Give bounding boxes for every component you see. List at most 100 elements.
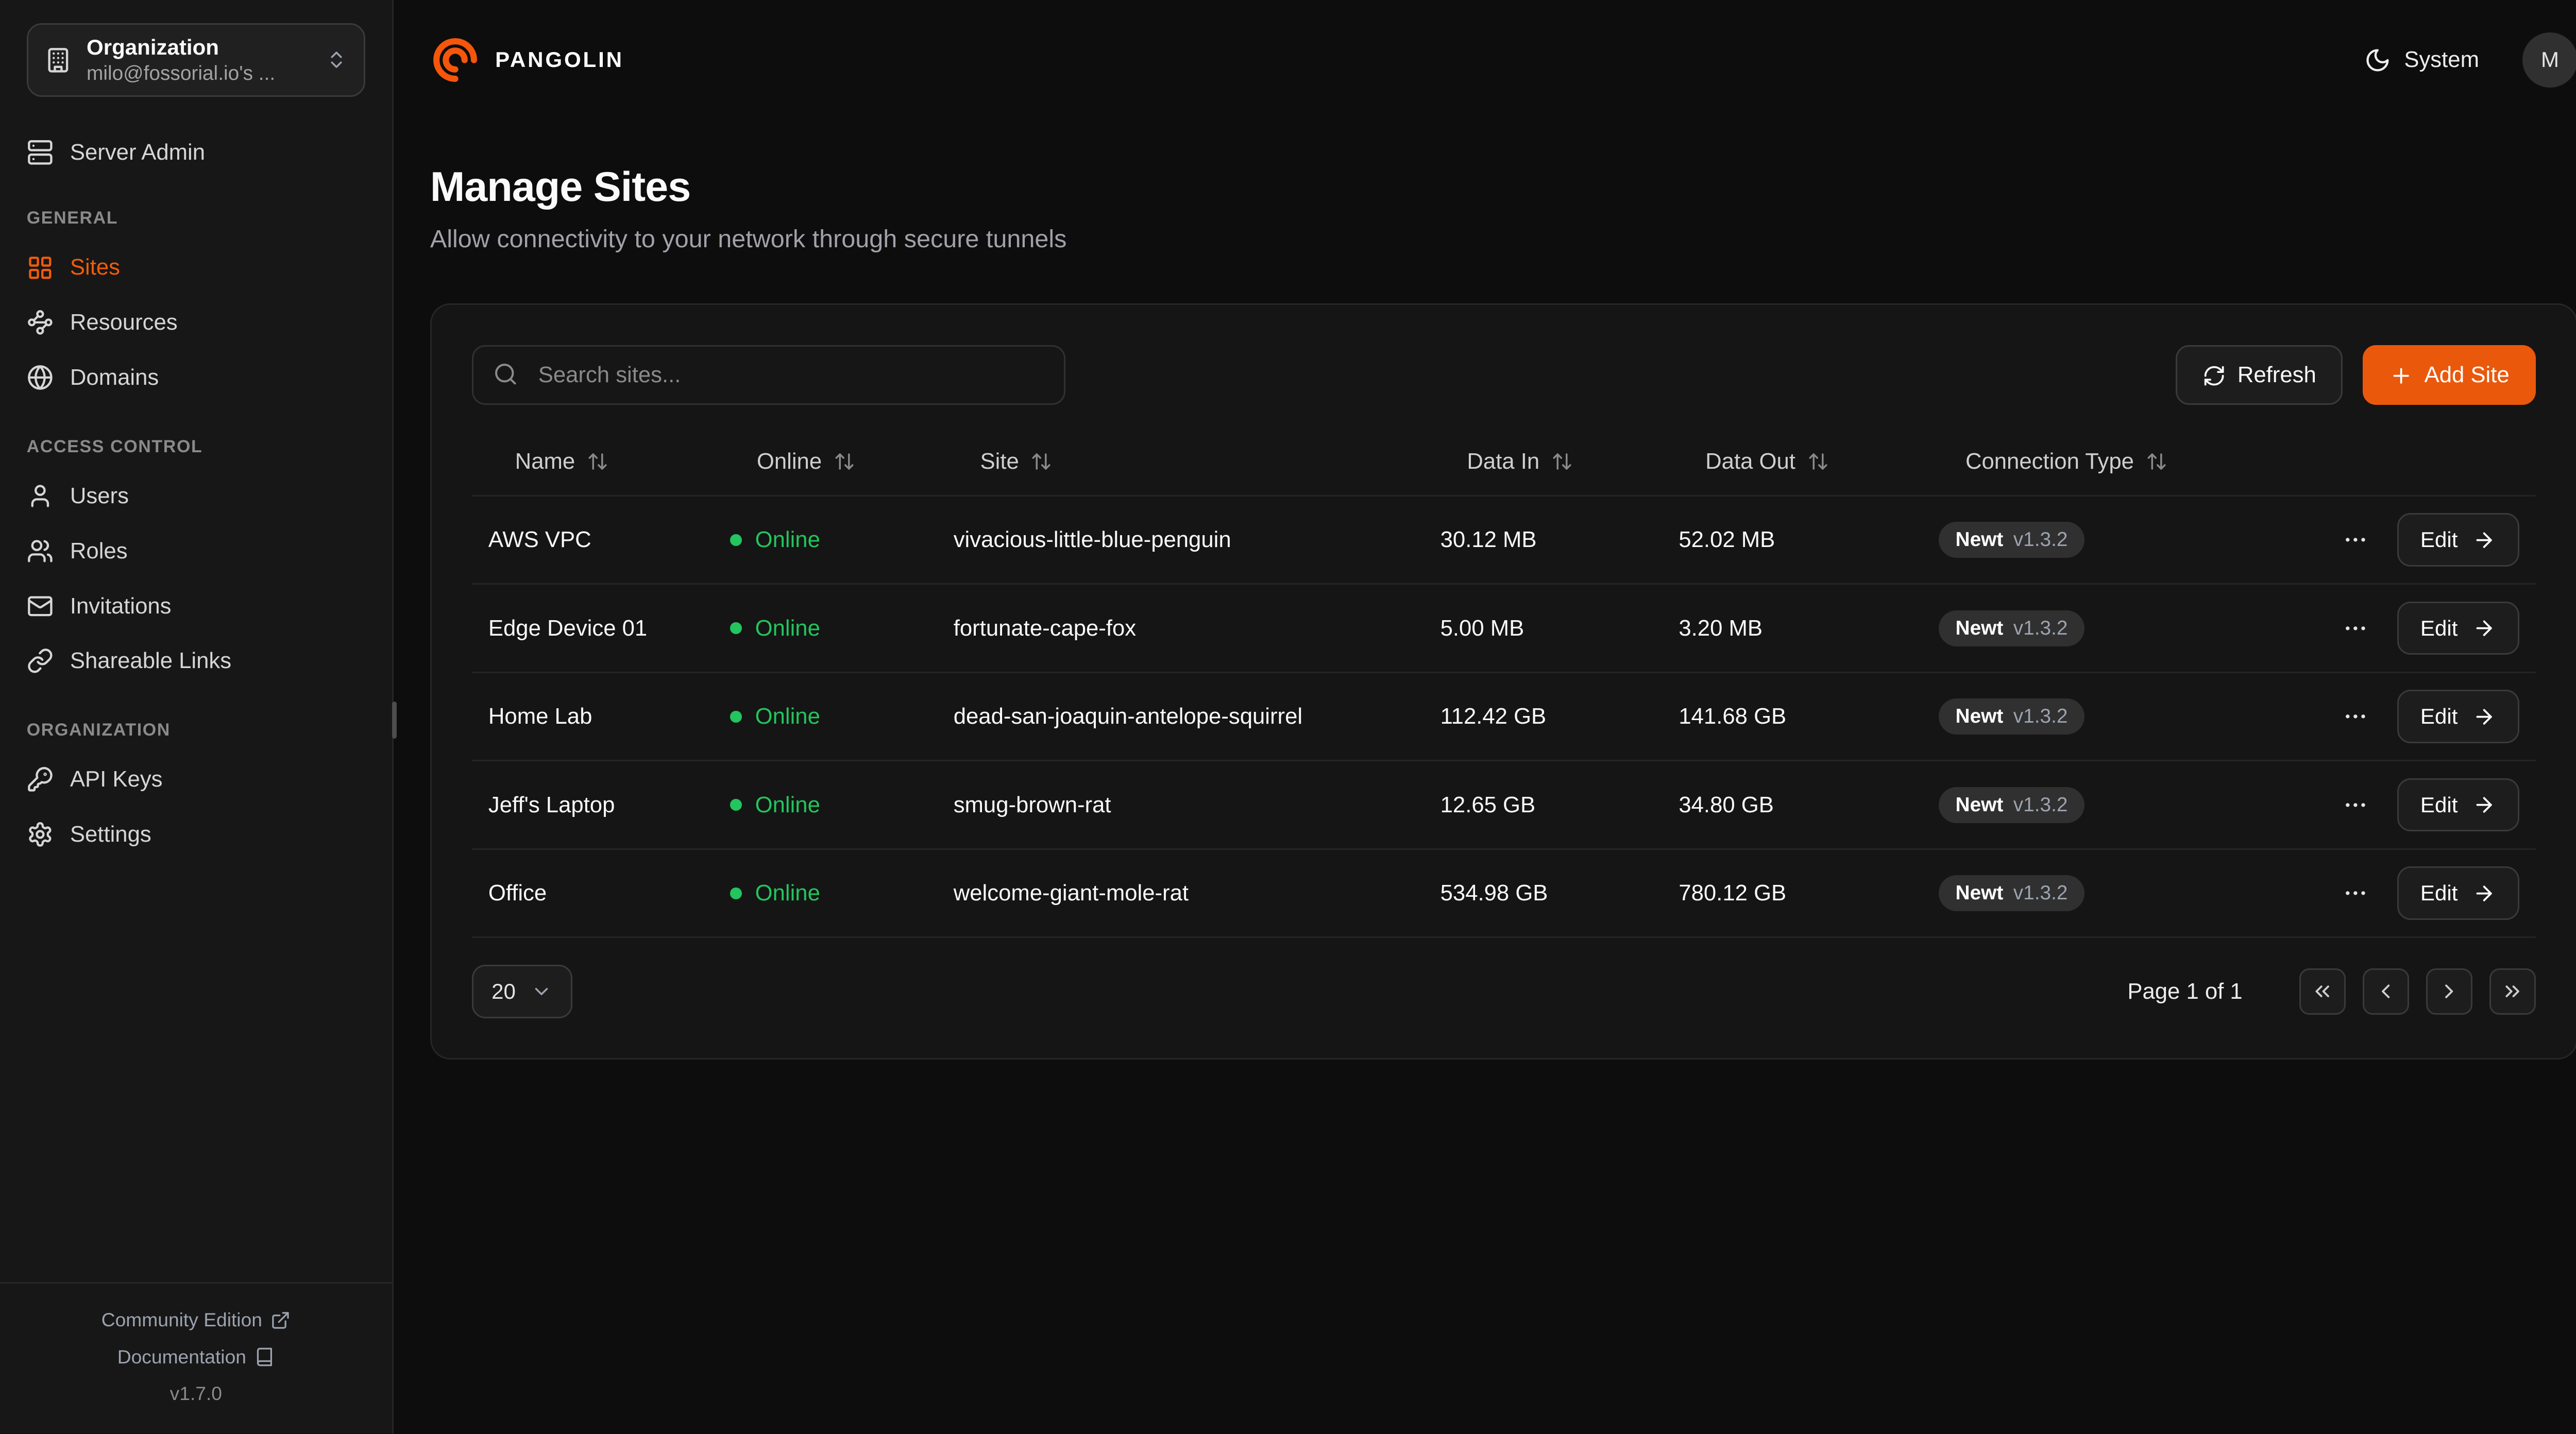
- moon-icon: [2364, 47, 2391, 74]
- sidebar-item-settings[interactable]: Settings: [27, 809, 365, 860]
- link-icon: [27, 647, 54, 674]
- site-name-cell: AWS VPC: [488, 527, 591, 553]
- sort-icon: [1551, 451, 1573, 472]
- first-page-button[interactable]: [2299, 968, 2346, 1015]
- sort-icon: [2146, 451, 2167, 472]
- column-header-data-in[interactable]: Data In: [1440, 447, 1679, 476]
- key-icon: [27, 766, 54, 793]
- ellipsis-icon: [2342, 703, 2369, 730]
- topbar: PANGOLIN System M: [394, 0, 2576, 120]
- table-row: AWS VPC Online vivacious-little-blue-pen…: [471, 494, 2536, 584]
- table-footer: 20 Page 1 of 1: [471, 965, 2536, 1018]
- column-header-connection-type[interactable]: Connection Type: [1939, 447, 2519, 476]
- user-icon: [27, 483, 54, 509]
- refresh-icon: [2202, 364, 2224, 386]
- edit-button[interactable]: Edit: [2397, 690, 2519, 743]
- online-status-label: Online: [755, 880, 820, 906]
- online-status-dot: [730, 622, 742, 634]
- edit-button[interactable]: Edit: [2397, 601, 2519, 655]
- sidebar-item-domains[interactable]: Domains: [27, 352, 365, 403]
- row-menu-button[interactable]: [2339, 696, 2372, 737]
- chevron-left-icon: [2374, 980, 2397, 1003]
- connection-type-badge: Newt v1.3.2: [1939, 698, 2084, 735]
- refresh-button[interactable]: Refresh: [2176, 345, 2343, 405]
- sidebar-item-label: Users: [70, 483, 129, 508]
- site-name-cell: Home Lab: [488, 704, 592, 729]
- prev-page-button[interactable]: [2362, 968, 2410, 1015]
- online-status-label: Online: [755, 792, 820, 817]
- edit-button[interactable]: Edit: [2397, 866, 2519, 920]
- brand: PANGOLIN: [430, 35, 624, 85]
- connection-type-badge: Newt v1.3.2: [1939, 787, 2084, 823]
- search-input[interactable]: [535, 360, 1044, 390]
- sidebar-item-label: Invitations: [70, 593, 172, 619]
- org-selector[interactable]: Organization milo@fossorial.io's ...: [26, 23, 365, 97]
- sidebar-item-shareable-links[interactable]: Shareable Links: [27, 635, 365, 687]
- sidebar-item-api-keys[interactable]: API Keys: [27, 754, 365, 805]
- sort-icon: [587, 451, 608, 472]
- page-subtitle: Allow connectivity to your network throu…: [430, 225, 1067, 253]
- table-toolbar: Refresh Add Site: [471, 345, 2536, 405]
- section-label-general: GENERAL: [26, 208, 118, 228]
- connection-type-cell: Newt v1.3.2: [1939, 787, 2338, 823]
- plus-icon: [2389, 364, 2411, 386]
- sidebar: Organization milo@fossorial.io's ... Ser…: [0, 0, 397, 1433]
- main-area: PANGOLIN System M Manage Sites Allow con…: [393, 0, 2576, 1433]
- last-page-button[interactable]: [2489, 968, 2536, 1015]
- page-content: Manage Sites Allow connectivity to your …: [394, 120, 2576, 1060]
- connection-type-cell: Newt v1.3.2: [1939, 610, 2338, 646]
- online-status-dot: [730, 534, 742, 546]
- gear-icon: [27, 821, 54, 848]
- column-header-data-out[interactable]: Data Out: [1679, 447, 1939, 476]
- online-status-label: Online: [755, 615, 820, 641]
- avatar[interactable]: M: [2522, 32, 2576, 88]
- edit-button[interactable]: Edit: [2397, 513, 2519, 567]
- documentation-link[interactable]: Documentation: [16, 1339, 375, 1375]
- sidebar-item-label: Settings: [70, 821, 151, 847]
- sidebar-scrollbar-thumb[interactable]: [392, 702, 397, 739]
- theme-label: System: [2404, 47, 2479, 73]
- row-menu-button[interactable]: [2339, 520, 2372, 560]
- page-size-select[interactable]: 20: [471, 965, 572, 1018]
- site-id-cell: vivacious-little-blue-penguin: [953, 527, 1231, 553]
- arrow-right-icon: [2472, 882, 2496, 905]
- sites-table-card: Refresh Add Site Name: [430, 303, 2576, 1060]
- table-row: Jeff's Laptop Online smug-brown-rat 12.6…: [471, 760, 2536, 848]
- data-out-cell: 141.68 GB: [1679, 704, 1787, 729]
- online-status-cell: Online: [730, 792, 954, 818]
- column-header-online[interactable]: Online: [730, 447, 954, 476]
- chevron-right-icon: [2437, 980, 2461, 1003]
- online-status-cell: Online: [730, 704, 954, 729]
- ellipsis-icon: [2342, 880, 2369, 907]
- column-header-name[interactable]: Name: [488, 447, 730, 476]
- sidebar-item-sites[interactable]: Sites: [27, 242, 365, 293]
- brand-name: PANGOLIN: [495, 47, 624, 72]
- table-row: Home Lab Online dead-san-joaquin-antelop…: [471, 671, 2536, 760]
- connection-type-badge: Newt v1.3.2: [1939, 875, 2084, 912]
- sidebar-item-users[interactable]: Users: [27, 470, 365, 522]
- sidebar-item-server-admin[interactable]: Server Admin: [27, 127, 365, 178]
- users-icon: [27, 538, 54, 565]
- add-site-button[interactable]: Add Site: [2363, 345, 2536, 405]
- sidebar-item-roles[interactable]: Roles: [27, 525, 365, 577]
- row-menu-button[interactable]: [2339, 785, 2372, 825]
- sort-icon: [1030, 451, 1052, 472]
- column-header-site[interactable]: Site: [954, 447, 1440, 476]
- site-name-cell: Edge Device 01: [488, 615, 648, 641]
- theme-toggle[interactable]: System: [2354, 45, 2489, 75]
- site-name-cell: Jeff's Laptop: [488, 792, 615, 817]
- row-menu-button[interactable]: [2339, 873, 2372, 913]
- edit-button[interactable]: Edit: [2397, 778, 2519, 832]
- sidebar-item-label: Sites: [70, 254, 120, 280]
- site-id-cell: fortunate-cape-fox: [953, 615, 1137, 641]
- online-status-label: Online: [755, 527, 820, 553]
- online-status-dot: [730, 710, 742, 723]
- sidebar-item-invitations[interactable]: Invitations: [27, 580, 365, 631]
- sidebar-item-resources[interactable]: Resources: [27, 297, 365, 348]
- community-edition-link[interactable]: Community Edition: [16, 1302, 375, 1338]
- online-status-cell: Online: [730, 880, 954, 906]
- next-page-button[interactable]: [2426, 968, 2473, 1015]
- row-menu-button[interactable]: [2339, 608, 2372, 648]
- book-icon: [255, 1347, 275, 1367]
